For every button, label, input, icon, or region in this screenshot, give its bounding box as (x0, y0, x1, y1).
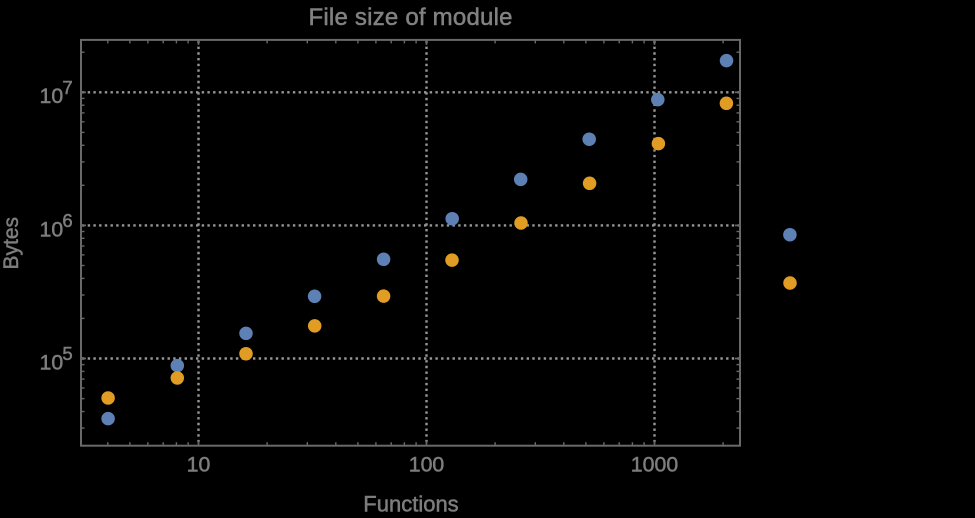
svg-text:10: 10 (187, 452, 211, 476)
svg-text:7: 7 (62, 77, 72, 98)
svg-text:6: 6 (62, 210, 72, 231)
svg-text:File size of module: File size of module (309, 4, 513, 31)
svg-text:1000: 1000 (631, 452, 679, 476)
svg-text:10: 10 (39, 217, 63, 241)
svg-text:Bytes: Bytes (0, 217, 23, 270)
svg-text:Functions: Functions (363, 492, 458, 514)
svg-text:100: 100 (409, 452, 445, 476)
svg-text:10: 10 (39, 84, 63, 108)
svg-text:5: 5 (62, 343, 72, 364)
svg-text:10: 10 (39, 350, 63, 374)
